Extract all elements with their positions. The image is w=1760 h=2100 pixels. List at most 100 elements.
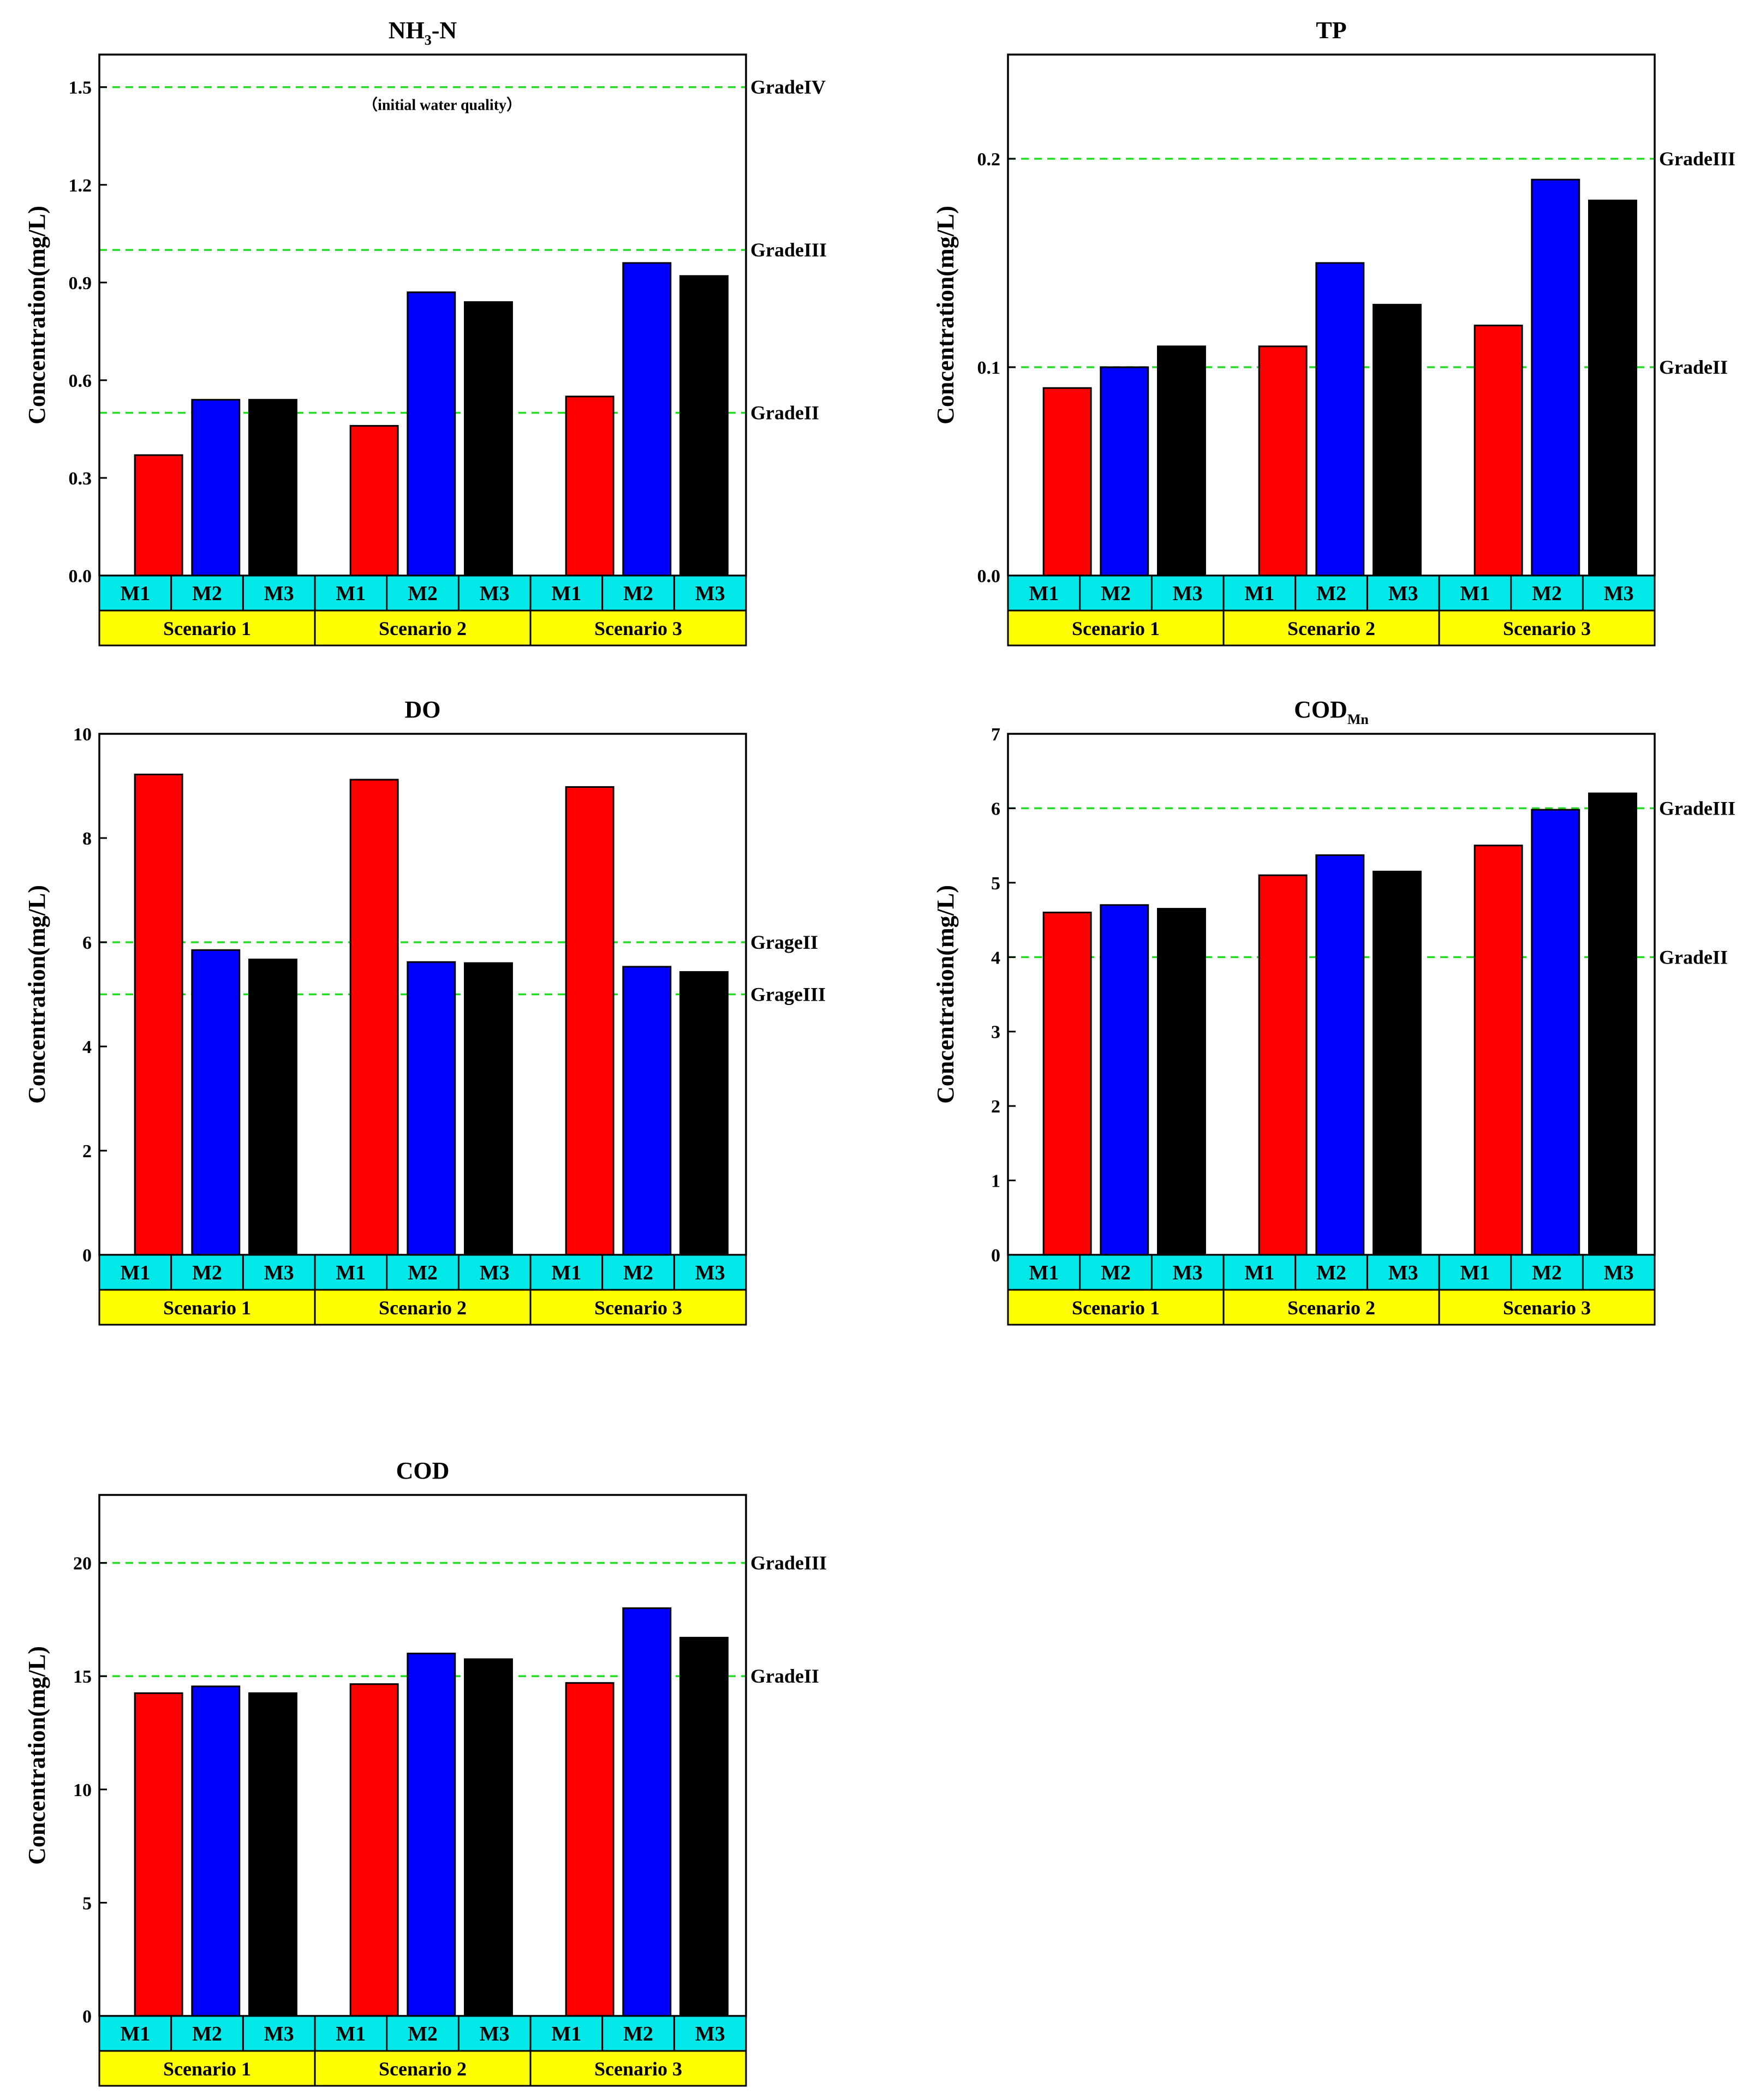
bar-m1-scenario-2 (349, 424, 399, 577)
category-label-m2: M2 (1316, 582, 1346, 605)
group-label-scenario-2: Scenario 2 (379, 1297, 467, 1319)
category-label-m1: M1 (1244, 1261, 1274, 1284)
bar-m2-scenario-1 (191, 1685, 241, 2017)
y-axis-label: Concentration(mg/L) (23, 885, 50, 1104)
bar-m2-scenario-1 (191, 949, 241, 1256)
bar-m3-scenario-3 (1588, 792, 1637, 1256)
bar-m3-scenario-2 (1373, 303, 1422, 577)
category-label-m1: M1 (120, 582, 150, 605)
bar-m3-scenario-2 (464, 1658, 513, 2017)
group-band (98, 1289, 747, 1326)
y-tick-label: 4 (82, 1037, 92, 1057)
group-label-scenario-2: Scenario 2 (379, 2058, 467, 2080)
y-tick-label: 1.5 (69, 78, 92, 98)
bar-m3-scenario-2 (1373, 870, 1422, 1256)
chart-nh3n: GradeIV GradeIII GradeII （initial water qua… (23, 17, 827, 647)
category-label-m1: M1 (1460, 1261, 1490, 1284)
category-label-m2: M2 (192, 1261, 222, 1284)
group-label-scenario-1: Scenario 1 (163, 618, 251, 639)
y-tick-label: 0.6 (69, 371, 92, 391)
bar-m3-scenario-2 (464, 301, 513, 577)
category-label-m3: M3 (264, 582, 294, 605)
bar-m3-scenario-1 (248, 1692, 297, 2017)
bar-m3-scenario-1 (248, 959, 297, 1256)
y-tick-label: 0.1 (977, 358, 1001, 378)
category-label-m1: M1 (1460, 582, 1490, 605)
reference-line-label: GradeII (1659, 356, 1728, 378)
category-label-m3: M3 (1604, 582, 1634, 605)
category-label-m1: M1 (120, 1261, 150, 1284)
y-tick-label: 1 (991, 1171, 1000, 1192)
group-label-scenario-2: Scenario 2 (379, 618, 467, 639)
bar-m2-scenario-3 (622, 262, 672, 577)
chart-title: COD (396, 1457, 450, 1484)
bar-m3-scenario-3 (679, 275, 729, 577)
group-band (1007, 1289, 1656, 1326)
category-label-m3: M3 (1173, 1261, 1203, 1284)
category-band (98, 2015, 747, 2052)
category-band (98, 1254, 747, 1291)
bar-m3-scenario-1 (1157, 908, 1206, 1256)
category-label-m2: M2 (408, 1261, 438, 1284)
bar-m2-scenario-3 (622, 1607, 672, 2017)
category-label-m3: M3 (264, 1261, 294, 1284)
bar-m1-scenario-2 (349, 779, 399, 1256)
chart-title: TP (1316, 17, 1346, 44)
group-label-scenario-3: Scenario 3 (1503, 1297, 1591, 1319)
y-axis-label: Concentration(mg/L) (23, 206, 50, 424)
bar-m2-scenario-2 (407, 961, 456, 1256)
bar-m3-scenario-1 (248, 399, 297, 577)
chart-title-main: NH (389, 17, 425, 44)
reference-line-label: GradeII (750, 402, 819, 424)
category-label-m2: M2 (623, 2023, 653, 2045)
y-tick-label: 0.0 (69, 566, 92, 587)
category-label-m2: M2 (1101, 582, 1131, 605)
bar-m1-scenario-3 (1473, 845, 1523, 1256)
group-label-scenario-3: Scenario 3 (594, 618, 682, 639)
chart-title-main: DO (405, 696, 441, 723)
category-label-m3: M3 (1173, 582, 1203, 605)
category-label-m3: M3 (1604, 1261, 1634, 1284)
category-label-m2: M2 (1532, 1261, 1562, 1284)
chart-codmn: GradeIII GradeII 0 1 2 3 4 5 6 7 M1 M2 M3 M1 M2 M3 M1 M2 M… (932, 696, 1735, 1326)
bar-m1-scenario-2 (1258, 874, 1308, 1256)
category-label-m2: M2 (192, 2023, 222, 2045)
chart-title: NH3-N (389, 17, 457, 48)
reference-line-label: GrageIII (750, 984, 826, 1006)
bar-m1-scenario-1 (1042, 387, 1092, 577)
chart-do: GrageII GrageIII 0 2 4 6 8 10 M1 M2 M3 M1 M2 M3 M1 M2 M3… (23, 696, 826, 1326)
bar-m1-scenario-1 (134, 773, 183, 1256)
y-tick-label: 3 (991, 1022, 1000, 1043)
group-label-scenario-1: Scenario 1 (163, 1297, 251, 1319)
bar-m2-scenario-2 (407, 1653, 456, 2017)
category-label-m1: M1 (1029, 1261, 1059, 1284)
bar-m2-scenario-3 (622, 966, 672, 1256)
bar-m1-scenario-2 (1258, 345, 1308, 577)
bar-m1-scenario-2 (349, 1683, 399, 2017)
group-band (98, 609, 747, 647)
y-tick-label: 15 (73, 1667, 92, 1687)
chart-title-tail: -N (432, 17, 457, 44)
category-label-m1: M1 (120, 2023, 150, 2045)
y-tick-label: 2 (991, 1097, 1000, 1117)
bar-m1-scenario-3 (565, 786, 614, 1256)
bar-m3-scenario-3 (1588, 199, 1637, 577)
group-label-scenario-3: Scenario 3 (594, 2058, 682, 2080)
category-label-m2: M2 (623, 1261, 653, 1284)
y-tick-label: 6 (991, 799, 1000, 819)
group-label-scenario-1: Scenario 1 (1072, 1297, 1160, 1319)
y-tick-label: 0 (82, 2007, 92, 2027)
category-label-m3: M3 (695, 582, 725, 605)
group-label-scenario-2: Scenario 2 (1287, 618, 1375, 639)
chart-title-main: TP (1316, 17, 1346, 44)
y-tick-label: 10 (73, 725, 92, 745)
reference-line-label: GradeIII (750, 239, 827, 261)
group-band (1007, 609, 1656, 647)
chart-cod: GradeIII GradeII 0 5 10 15 20 M1 M2 M3 M1 M2 M3 M1 M2 M… (23, 1457, 827, 2087)
reference-line-label: GradeIII (750, 1552, 827, 1574)
y-tick-label: 7 (991, 725, 1000, 745)
category-label-m3: M3 (264, 2023, 294, 2045)
bar-m2-scenario-1 (1100, 904, 1149, 1256)
bar-m2-scenario-3 (1531, 178, 1580, 577)
y-tick-label: 5 (991, 873, 1000, 894)
